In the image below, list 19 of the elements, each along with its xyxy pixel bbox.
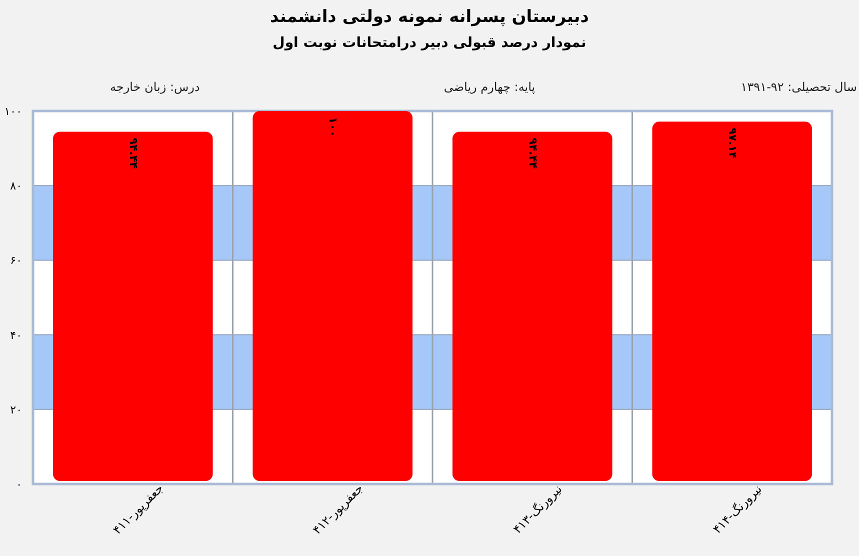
data-label: ۹۷.۱۴ — [726, 128, 740, 159]
y-tick-label: ۴۰ — [10, 328, 22, 342]
y-tick-label: ۱۰۰ — [4, 105, 22, 118]
y-tick-label: ۲۰ — [10, 403, 22, 416]
data-label: ۹۴.۴۴ — [526, 138, 540, 170]
text: سال تحصیلی: ۹۲-۱۳۹۱ — [740, 80, 857, 94]
chart-subtitle: نمودار درصد قبولی دبیر درامتحانات نوبت اول — [272, 35, 586, 51]
x-tick-label: جعفرپور-۴۱۲ — [310, 481, 366, 538]
y-tick-label: ۸۰ — [10, 180, 22, 193]
x-tick-label: نیرورنگ-۴۱۳ — [510, 482, 565, 536]
x-tick-label: جعفرپور-۴۱۱ — [110, 481, 166, 538]
y-tick-label: ۶۰ — [10, 254, 22, 268]
data-label: ۱۰۰ — [326, 117, 340, 138]
chart-title: دبیرستان پسرانه نمونه دولتی دانشمند — [270, 7, 590, 27]
text: درس: زبان خارجه — [110, 80, 200, 94]
text: پایه: چهارم ریاضی — [444, 80, 536, 94]
x-tick-label: نیرورنگ-۴۱۴ — [710, 482, 764, 536]
y-tick-label: ۰ — [16, 478, 22, 491]
data-label: ۹۴.۴۴ — [126, 138, 140, 170]
